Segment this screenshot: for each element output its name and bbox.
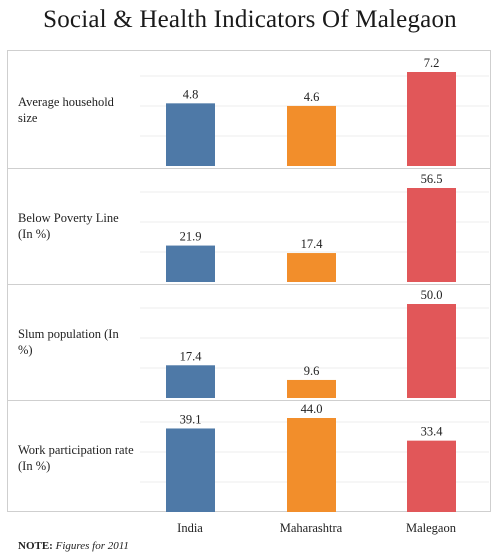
bar-maharashtra-panel-2 [287, 253, 336, 282]
bar-india-panel-1 [166, 103, 215, 166]
bar-value-label: 21.9 [180, 230, 202, 244]
row-label-poverty: Below Poverty Line (In %) [18, 211, 119, 241]
footnote: NOTE: Figures for 2011 [18, 540, 129, 552]
bar-value-label: 17.4 [301, 237, 324, 251]
bar-value-label: 7.2 [424, 56, 440, 70]
bar-value-label: 50.0 [421, 288, 443, 302]
row-label-slum: Slum population (In %) [18, 327, 119, 357]
panel-divider [7, 284, 491, 285]
bar-malegaon-panel-1 [407, 72, 456, 166]
bar-value-label: 17.4 [180, 349, 203, 363]
bar-value-label: 4.8 [183, 87, 199, 101]
bar-value-label: 33.4 [421, 425, 444, 439]
bar-maharashtra-panel-4 [287, 418, 336, 512]
row-label-household-size: Average household size [18, 95, 114, 125]
footnote-label: NOTE: [18, 540, 53, 552]
category-label-india: India [177, 521, 203, 535]
bar-maharashtra-panel-1 [287, 105, 336, 166]
panel-divider [7, 400, 491, 401]
bar-india-panel-3 [166, 365, 215, 398]
bar-malegaon-panel-4 [407, 440, 456, 512]
bar-maharashtra-panel-3 [287, 379, 336, 398]
bar-value-label: 4.6 [304, 90, 320, 104]
category-label-maharashtra: Maharashtra [279, 521, 343, 535]
panel-divider [7, 168, 491, 169]
bar-value-label: 9.6 [304, 364, 320, 378]
chart-frame [7, 50, 491, 512]
bar-india-panel-2 [166, 245, 215, 282]
bar-value-label: 44.0 [301, 402, 323, 416]
bar-malegaon-panel-3 [407, 304, 456, 398]
chart-title: Social & Health Indicators Of Malegaon [43, 6, 457, 33]
bar-value-label: 39.1 [180, 412, 202, 426]
bar-malegaon-panel-2 [407, 188, 456, 282]
category-label-malegaon: Malegaon [406, 521, 456, 535]
footnote-text: Figures for 2011 [55, 540, 129, 552]
bar-india-panel-4 [166, 428, 215, 512]
row-label-work-participation: Work participation rate (In %) [18, 443, 134, 473]
bar-value-label: 56.5 [421, 172, 443, 186]
